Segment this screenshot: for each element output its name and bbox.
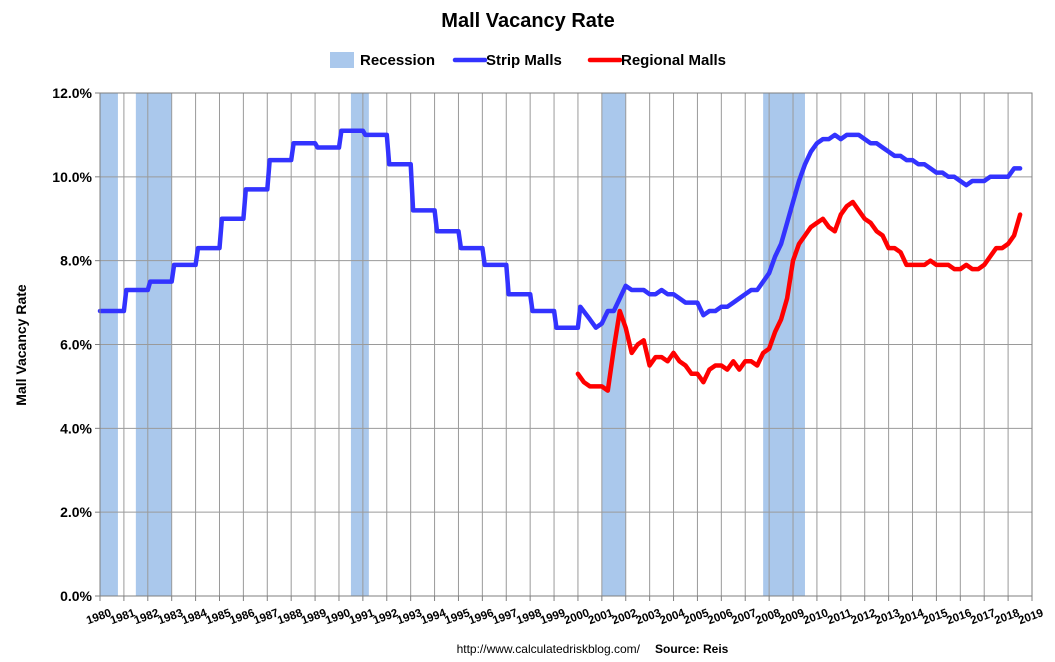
y-tick-label: 6.0% [60,337,92,353]
legend-label-strip-malls: Strip Malls [486,52,562,69]
y-tick-labels: 0.0% 2.0% 4.0% 6.0% 8.0% 10.0% 12.0% [52,85,92,604]
y-tick-label: 2.0% [60,504,92,520]
y-tick-label: 12.0% [52,85,92,101]
gridlines [100,92,1033,597]
chart-title: Mall Vacancy Rate [441,10,614,32]
x-tick-labels: 1980198119821983198419851986198719881989… [85,607,1045,627]
footer-source: Source: Reis [655,642,729,656]
legend-label-regional-malls: Regional Malls [621,52,726,69]
series-line-strip-malls [97,128,1023,330]
axes [95,92,1033,601]
y-tick-label: 4.0% [60,420,92,436]
y-tick-label: 8.0% [60,253,92,269]
y-tick-label: 0.0% [60,588,92,604]
y-axis-label: Mall Vacancy Rate [13,284,29,406]
footer-url[interactable]: http://www.calculatedriskblog.com/ [457,642,641,656]
legend-label-recession: Recession [360,52,435,69]
legend-swatch-recession [330,52,354,68]
y-tick-label: 10.0% [52,169,92,185]
legend: Recession Strip Malls Regional Malls [330,52,726,69]
series-line-regional-malls [575,199,1023,393]
series-lines [97,128,1023,393]
x-tick-label: 2019 [1017,607,1045,627]
